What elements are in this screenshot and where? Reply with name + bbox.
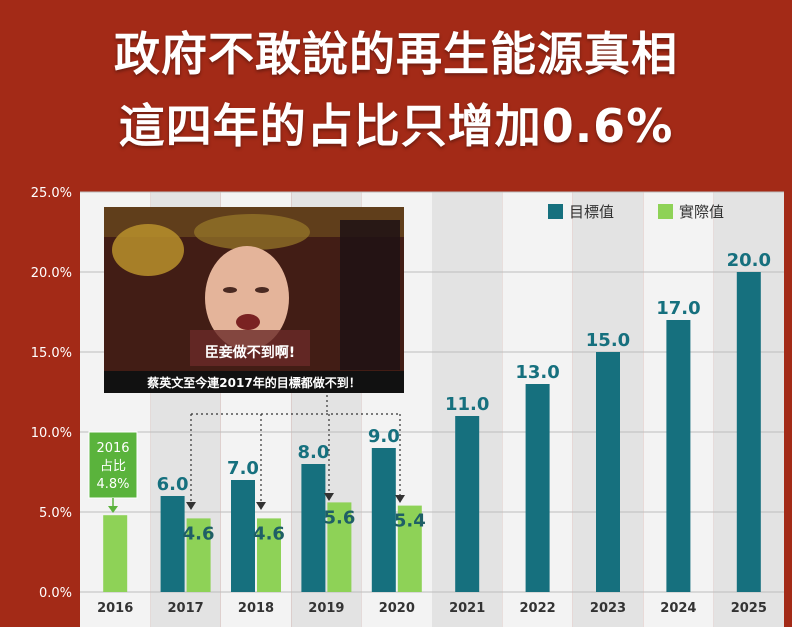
annotation-line-1: 2016 [96,441,129,456]
headdress-ornament-icon [112,224,184,276]
meme-caption: 蔡英文至今連2017年的目標都做不到！ [146,375,360,390]
legend-label-actual: 實際值 [679,203,724,221]
x-tick-label-2023: 2023 [590,601,626,616]
legend-label-target: 目標值 [569,203,614,221]
x-tick-label-2016: 2016 [97,601,133,616]
x-tick-label-2024: 2024 [660,601,696,616]
y-tick-label: 15.0% [31,346,72,361]
actual-value-label-2020: 5.4 [394,511,426,532]
actual-bar-2020 [397,505,422,592]
target-bar-2025 [736,272,761,592]
target-value-label-2025: 20.0 [727,250,771,271]
target-bar-2023 [596,352,620,592]
target-value-label-2021: 11.0 [445,394,489,415]
target-value-label-2017: 6.0 [157,474,189,495]
target-bar-2019 [301,464,326,592]
actual-bar-2018 [257,518,281,592]
x-tick-label-2022: 2022 [520,601,556,616]
value-labels: 6.0 4.6 7.0 4.6 8.0 5.6 9.0 5.4 11.0 13.0 15.0 17.0… [157,250,771,544]
headline-line-1: 政府不敢說的再生能源真相 [114,27,678,81]
target-value-label-2022: 13.0 [515,362,559,383]
annotation-line-3: 4.8% [96,477,129,492]
target-bar-2020 [371,448,396,592]
crying-face-icon [205,246,289,350]
target-value-label-2020: 9.0 [368,426,400,447]
target-value-label-2023: 15.0 [586,330,630,351]
y-tick-label: 0.0% [39,586,72,601]
connector-arrowheads [186,493,405,510]
actual-value-label-2018: 4.6 [253,523,285,544]
legend: 目標值 實際值 [548,203,724,221]
y-tick-label: 10.0% [31,426,72,441]
bars [103,272,761,592]
y-tick-label: 5.0% [39,506,72,521]
meme-subtitle: 臣妾做不到啊! [205,344,295,361]
target-bar-2022 [525,384,550,592]
actual-bar-2019 [327,502,352,592]
target-value-label-2024: 17.0 [656,298,700,319]
x-tick-label-2019: 2019 [308,601,344,616]
actual-bar-2016 [103,515,128,592]
x-tick-label-2017: 2017 [168,601,204,616]
headline-line-2: 這四年的占比只增加0.6% [118,99,674,153]
target-bar-2024 [666,320,691,592]
x-axis-ticks: 2016 2017 2018 2019 2020 2021 2022 2023 2024 2025 [97,601,767,616]
x-tick-label-2018: 2018 [238,601,274,616]
y-tick-label: 20.0% [31,266,72,281]
y-tick-label: 25.0% [31,186,72,201]
annotation-line-2: 占比 [100,459,126,474]
x-tick-label-2025: 2025 [731,601,767,616]
meme-image: 臣妾做不到啊! 蔡英文至今連2017年的目標都做不到！ [104,207,404,393]
target-bar-2021 [455,416,480,592]
actual-value-label-2019: 5.6 [323,507,355,528]
annotation-2016-share: 2016 占比 4.8% [88,431,138,513]
legend-swatch-actual [658,204,673,219]
x-tick-label-2020: 2020 [379,601,415,616]
target-value-label-2018: 7.0 [227,458,259,479]
dotted-connectors [190,385,401,502]
legend-swatch-target [548,204,563,219]
target-bar-2018 [231,480,255,592]
y-axis-ticks: 0.0% 5.0% 10.0% 15.0% 20.0% 25.0% [31,186,72,601]
actual-bar-2017 [186,518,211,592]
target-bar-2017 [160,496,185,592]
target-value-label-2019: 8.0 [297,442,329,463]
actual-value-label-2017: 4.6 [183,523,215,544]
renewable-share-bar-chart: 0.0% 5.0% 10.0% 15.0% 20.0% 25.0% 6.0 4.6 7.0 4.… [31,186,784,627]
x-tick-label-2021: 2021 [449,601,485,616]
